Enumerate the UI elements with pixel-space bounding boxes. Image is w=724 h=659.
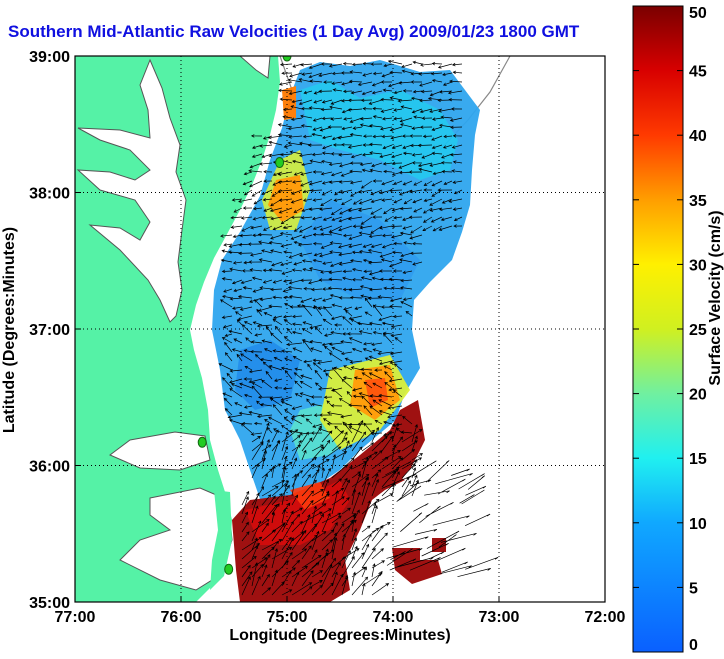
chesapeake-bay [76, 58, 187, 323]
y-axis-ticks: 39:00 38:00 37:00 36:00 35:00 [29, 49, 81, 612]
radar-station-marker [282, 56, 292, 62]
y-tick-label: 38:00 [29, 186, 70, 203]
y-tick-label: 35:00 [29, 595, 70, 612]
y-tick-label: 37:00 [29, 322, 70, 339]
colorbar-tick-label: 30 [689, 257, 707, 274]
radar-station-marker [224, 563, 234, 575]
colorbar-tick-label: 10 [689, 516, 707, 533]
colorbar-tick-label: 0 [689, 637, 698, 654]
colorbar [632, 5, 684, 653]
plot-area [75, 56, 605, 602]
delaware-bay [239, 56, 271, 79]
map-title: Southern Mid-Atlantic Raw Velocities (1 … [8, 22, 580, 41]
vector-arrows [218, 59, 499, 596]
radar-station-marker [197, 436, 207, 448]
colorbar-tick-label: 40 [689, 128, 707, 145]
x-tick-label: 75:00 [267, 609, 308, 626]
y-tick-label: 36:00 [29, 459, 70, 476]
y-tick-label: 39:00 [29, 49, 70, 66]
colorbar-tick-label: 50 [689, 5, 707, 22]
colorbar-tick-label: 20 [689, 387, 707, 404]
x-axis-ticks: 77:00 76:00 75:00 74:00 73:00 72:00 [55, 596, 626, 626]
radar-stations [197, 56, 292, 575]
x-axis-label: Longitude (Degrees:Minutes) [229, 627, 450, 644]
x-tick-label: 76:00 [161, 609, 202, 626]
x-tick-label: 74:00 [373, 609, 414, 626]
map-grid [75, 56, 605, 602]
colorbar-tick-label: 15 [689, 451, 707, 468]
colorbar-tick-label: 45 [689, 64, 707, 81]
y-axis-label: Latitude (Degrees:Minutes) [1, 227, 18, 433]
x-tick-label: 77:00 [55, 609, 96, 626]
colorbar-label: Surface Velocity (cm/s) [707, 210, 724, 385]
radar-station-marker [275, 156, 285, 168]
colorbar-tick-label: 35 [689, 193, 707, 210]
x-tick-label: 73:00 [479, 609, 520, 626]
colorbar-tick-label: 5 [689, 580, 698, 597]
velocity-vectors [218, 59, 499, 596]
x-tick-label: 72:00 [585, 609, 626, 626]
colorbar-tick-label: 25 [689, 322, 707, 339]
